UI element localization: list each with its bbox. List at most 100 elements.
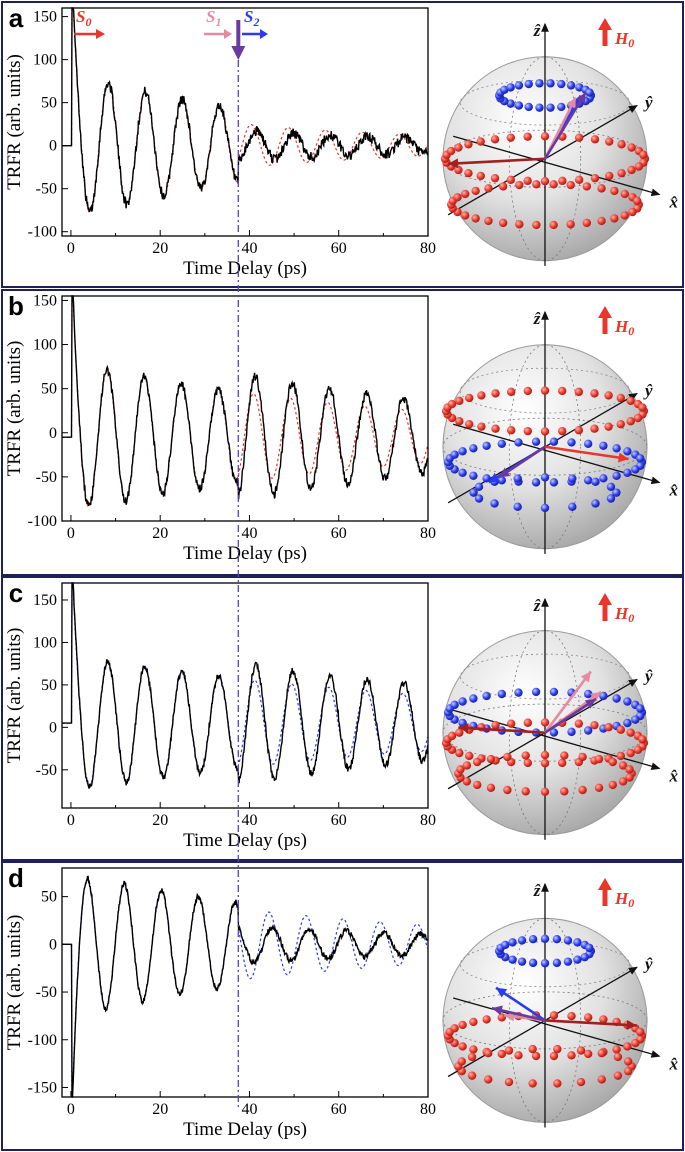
precession-ball (549, 478, 559, 487)
precession-ball (506, 426, 516, 435)
x-tick-label: 40 (241, 240, 257, 257)
precession-ball (631, 1038, 640, 1048)
precession-ball (506, 133, 516, 142)
precession-ball (599, 691, 608, 701)
precession-ball (549, 437, 559, 446)
precession-ball (491, 720, 500, 730)
precession-ball (508, 955, 517, 964)
precession-ball (608, 780, 617, 790)
precession-ball (604, 723, 613, 732)
series-fit-line (61, 7, 429, 213)
precession-ball (521, 787, 530, 796)
y-tick-label: -50 (36, 181, 57, 198)
panel-border (1, 289, 684, 576)
precession-ball (532, 180, 541, 189)
precession-ball (568, 502, 577, 511)
spin-vector-head (496, 987, 508, 998)
x-tick-label: 20 (152, 525, 168, 542)
precession-ball (469, 488, 478, 497)
x-tick-label: 0 (67, 1101, 75, 1118)
precession-ball (583, 1013, 593, 1022)
sphere-meridian (508, 56, 582, 262)
precession-ball (514, 438, 523, 447)
precession-ball (462, 761, 472, 770)
x-tick-label: 20 (152, 1101, 168, 1118)
precession-ball (540, 132, 550, 141)
precession-ball (482, 691, 491, 701)
x-tick-label: 0 (67, 525, 75, 542)
precession-ball (450, 700, 459, 710)
precession-ball (557, 386, 567, 396)
precession-ball (549, 687, 559, 697)
precession-ball (473, 757, 482, 767)
precession-ball (456, 765, 465, 774)
x-axis-label: Time Delay (ps) (183, 543, 307, 564)
y-tick-label: -150 (28, 1079, 57, 1096)
precession-ball (482, 441, 491, 450)
precession-ball (612, 694, 621, 703)
precession-ball (504, 1077, 514, 1087)
plot-frame (61, 295, 429, 522)
precession-ball (568, 474, 577, 483)
precession-ball (506, 83, 515, 92)
precession-ball (617, 140, 626, 149)
x-axis-label: x̂ (668, 193, 678, 212)
precession-ball (553, 1044, 562, 1054)
s1-label-sub: 1 (215, 15, 221, 29)
precession-ball (616, 751, 625, 761)
precession-ball (446, 146, 456, 156)
x-axis (453, 135, 661, 197)
precession-ball (610, 186, 619, 196)
precession-ball (477, 391, 486, 400)
precession-ball (613, 1052, 623, 1062)
precession-ball (583, 726, 593, 735)
precession-ball (597, 1075, 606, 1084)
precession-ball (576, 1077, 586, 1087)
panel-border (1, 1, 684, 288)
y-axis (447, 966, 638, 1078)
precession-ball (585, 88, 594, 97)
x-axis (453, 709, 661, 770)
s0-label-letter: S (76, 7, 85, 26)
precession-ball (457, 1057, 467, 1066)
x-tick-label: 40 (241, 525, 257, 542)
precession-ball (524, 79, 533, 89)
precession-ball (605, 171, 614, 181)
precession-ball (528, 1079, 537, 1088)
h0-arrowhead (598, 878, 612, 890)
precession-ball (597, 1048, 606, 1058)
h0-label: H0 (614, 889, 634, 910)
precession-ball (523, 176, 532, 186)
precession-ball (471, 186, 480, 196)
panel-label: b (8, 291, 24, 321)
precession-ball (573, 938, 582, 947)
h0-sub: 0 (628, 36, 634, 50)
y-tick-label: 0 (49, 138, 57, 155)
spin-vector (448, 157, 546, 166)
precession-ball (497, 1013, 507, 1022)
s2-label: S2 (244, 7, 259, 29)
precession-ball (458, 697, 467, 706)
precession-ball (604, 391, 613, 400)
panel-label: d (8, 863, 24, 893)
bloch-sphere: ẑ ŷ x̂ H0 (441, 593, 678, 840)
h0-label: H0 (614, 29, 634, 50)
precession-ball (549, 1051, 559, 1061)
precession-ball (447, 399, 457, 409)
precession-ball (467, 1071, 477, 1080)
precession-ball (455, 396, 464, 406)
precession-ball (528, 958, 538, 968)
precession-ball (638, 403, 647, 412)
precession-ball (623, 718, 632, 728)
precession-ball (599, 474, 608, 483)
precession-ball (528, 935, 538, 944)
precession-ball (566, 180, 575, 190)
precession-ball (590, 424, 599, 433)
x-axis-label: Time Delay (ps) (183, 1119, 307, 1140)
plot-frame (61, 582, 429, 809)
precession-ball (553, 1079, 562, 1088)
precession-ball (523, 758, 533, 768)
precession-ball (583, 476, 593, 485)
precession-ball (455, 748, 464, 758)
